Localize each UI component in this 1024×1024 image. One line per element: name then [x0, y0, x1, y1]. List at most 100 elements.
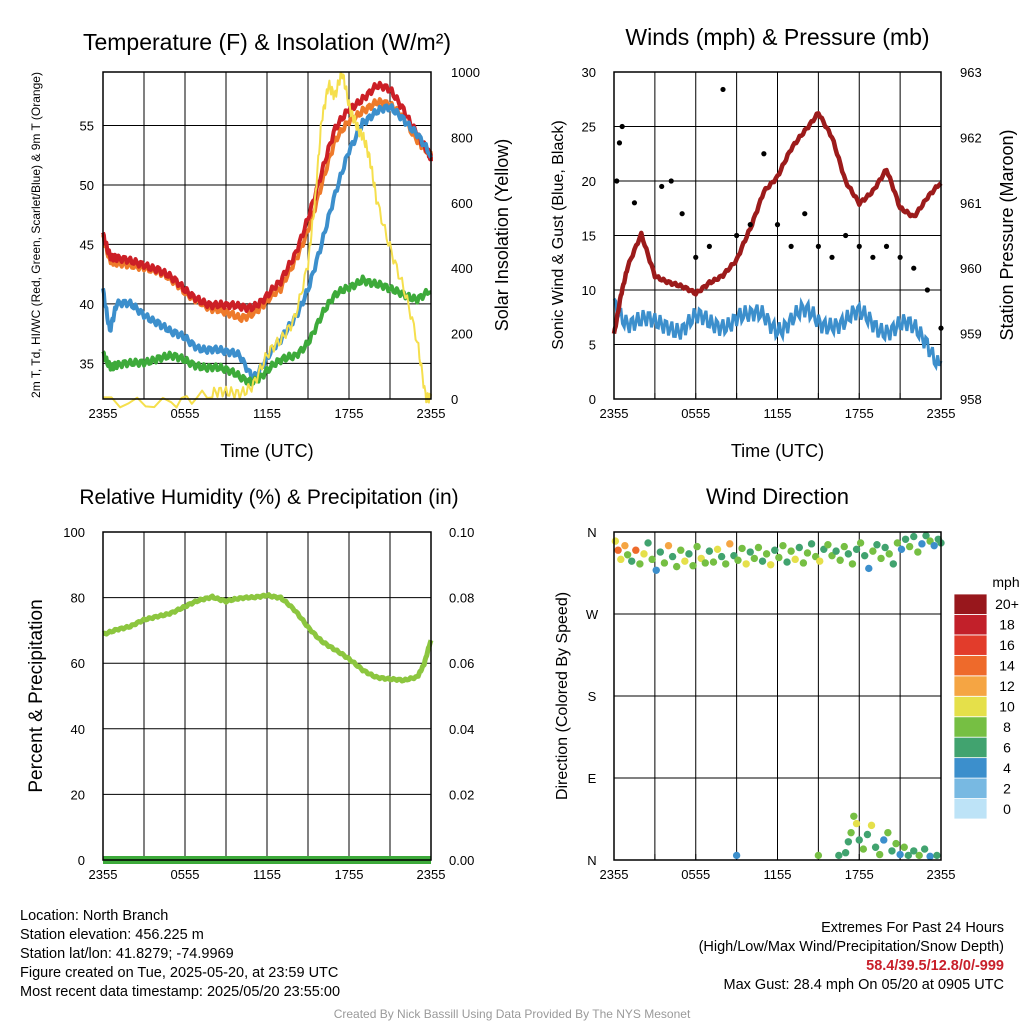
wdir-point — [824, 541, 832, 549]
wdir-point — [611, 537, 620, 545]
temp-y2-axis-label: Solar Insolation (Yellow) — [492, 139, 512, 331]
temp-y2-tick-label: 0 — [451, 392, 458, 407]
winds-gust-point — [668, 178, 674, 184]
wdir-point — [871, 843, 880, 851]
winds-gust-point — [761, 151, 767, 157]
temp-y-tick-label: 55 — [80, 119, 94, 134]
wdir-point — [738, 544, 746, 553]
temp-chart-title: Temperature (F) & Insolation (W/m²) — [83, 29, 451, 55]
wdir-point — [664, 541, 673, 550]
wdir-point — [867, 821, 876, 830]
winds-sonic-wind-line — [612, 297, 943, 372]
temp-series-line-1 — [101, 80, 433, 313]
wdir-point — [873, 541, 881, 549]
wdir-point — [668, 552, 677, 561]
rh-x-tick-label: 1755 — [335, 867, 364, 882]
rh-y-tick-label: 60 — [71, 656, 85, 671]
winds-x-tick-label: 2355 — [600, 406, 629, 421]
temp-plot-frame — [102, 71, 432, 400]
temp-y2-tick-label: 400 — [451, 261, 473, 276]
wdir-colorbar-swatch — [953, 695, 988, 718]
wdir-point — [779, 541, 787, 550]
wdir-point — [672, 562, 681, 571]
wdir-point — [705, 547, 714, 555]
wdir-colorbar-label: 0 — [1003, 801, 1011, 817]
wdir-point — [636, 560, 644, 568]
wdir-colorbar-label: 12 — [999, 678, 1015, 694]
winds-gust-point — [631, 200, 638, 206]
winds-plot-frame — [613, 71, 942, 400]
wdir-point — [847, 828, 855, 837]
wdir-colorbar-label: 4 — [1003, 760, 1011, 776]
wdir-point — [861, 551, 869, 560]
wdir-point — [904, 851, 912, 860]
wdir-colorbar-swatch — [953, 777, 988, 799]
winds-gust-point — [924, 287, 930, 293]
wdir-point — [881, 543, 889, 552]
wdir-point — [850, 812, 858, 820]
rh-y2-tick-label: 0.06 — [449, 656, 474, 671]
wdir-point — [621, 541, 629, 550]
winds-x-tick-label: 0555 — [681, 406, 710, 421]
winds-x-tick-label: 2355 — [927, 406, 956, 421]
wdir-point — [933, 851, 941, 860]
temp-x-tick-label: 2355 — [417, 406, 446, 421]
rh-y2-tick-label: 0.02 — [449, 787, 474, 802]
wdir-point — [884, 828, 892, 837]
latlon-text: Station lat/lon: 41.8279; -74.9969 — [20, 946, 234, 962]
wdir-point — [859, 845, 868, 853]
winds-gust-point — [911, 265, 917, 271]
wdir-point — [905, 542, 914, 551]
wdir-x-tick-label: 1755 — [845, 867, 874, 882]
rh-y-tick-label: 40 — [71, 722, 85, 737]
location-text: Location: North Branch — [20, 908, 169, 924]
wdir-point — [726, 540, 734, 548]
wdir-colorbar-label: 8 — [1003, 719, 1011, 735]
wdir-point — [910, 532, 918, 541]
wdir-point — [841, 849, 850, 857]
temp-series-line-3 — [101, 274, 432, 387]
rh-y2-tick-label: 0.04 — [449, 722, 474, 737]
wdir-colorbar-swatch — [953, 654, 988, 677]
temp-x-tick-label: 2355 — [89, 406, 118, 421]
wdir-point — [660, 559, 669, 567]
wdir-point — [746, 548, 754, 556]
extremes-panel: Extremes For Past 24 Hours (High/Low/Max… — [699, 919, 1004, 995]
wdir-colorbar-swatch — [953, 593, 988, 615]
wdir-point — [888, 847, 896, 855]
wdir-colorbar-swatch — [953, 736, 988, 759]
rh-y2-tick-label: 0.00 — [449, 853, 474, 868]
rh-y-tick-label: 20 — [71, 787, 85, 802]
wdir-point — [840, 542, 848, 551]
winds-gust-point — [829, 254, 835, 260]
temp-y2-tick-label: 800 — [451, 130, 473, 145]
temp-y-tick-label: 35 — [80, 356, 94, 371]
winds-y-tick-label: 30 — [582, 65, 596, 80]
wdir-point — [693, 542, 701, 551]
wdir-point — [852, 819, 861, 828]
wdir-point — [754, 543, 763, 552]
winds-gust-point — [693, 254, 699, 260]
winds-x-axis-label: Time (UTC) — [731, 441, 824, 461]
wdir-point — [803, 549, 812, 557]
wdir-point — [814, 851, 823, 860]
wdir-point — [722, 560, 730, 568]
rh-plot-frame — [102, 531, 432, 861]
wdir-point — [807, 540, 816, 548]
wdir-point — [848, 560, 857, 568]
wdir-point — [762, 550, 771, 558]
winds-gust-point — [679, 211, 685, 217]
wdir-colorbar-label: 18 — [999, 617, 1015, 633]
wdir-point — [880, 836, 888, 844]
temp-y-tick-label: 50 — [80, 178, 94, 193]
wdir-point — [771, 546, 779, 554]
wdir-point — [742, 560, 750, 568]
wdir-point — [844, 550, 853, 558]
wdir-point — [717, 552, 726, 561]
wdir-colorbar-swatch — [953, 757, 988, 779]
wdir-y-tick-label: N — [587, 525, 596, 540]
winds-chart-title: Winds (mph) & Pressure (mb) — [625, 24, 929, 50]
winds-gust-point — [614, 178, 620, 184]
wdir-point — [713, 545, 722, 554]
temp-y2-tick-label: 600 — [451, 196, 473, 211]
